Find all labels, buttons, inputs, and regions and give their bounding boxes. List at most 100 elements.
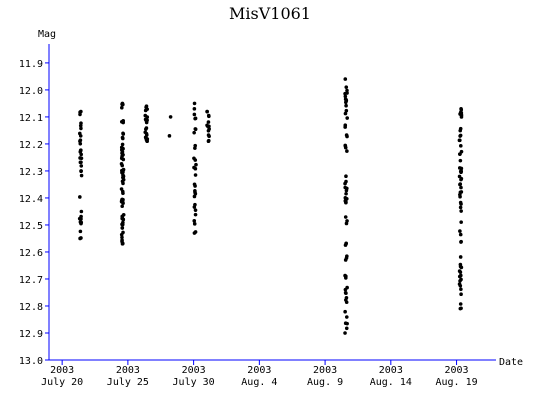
data-point: [78, 138, 83, 142]
data-point: [120, 238, 124, 243]
data-point: [120, 197, 124, 202]
data-point: [120, 204, 124, 209]
x-tick-label: July 30: [173, 377, 215, 388]
y-tick-label: 12.1: [19, 113, 43, 124]
data-point: [343, 196, 348, 200]
data-point: [120, 189, 125, 194]
data-point: [120, 222, 124, 226]
data-point: [343, 290, 348, 295]
data-point: [458, 182, 463, 186]
data-point: [344, 326, 349, 331]
data-point: [120, 235, 124, 240]
data-point: [120, 142, 125, 147]
data-point: [345, 149, 349, 153]
data-point: [343, 145, 348, 150]
data-point: [459, 287, 463, 292]
data-point: [343, 94, 348, 99]
data-point: [344, 100, 348, 105]
data-point: [458, 302, 463, 306]
data-point: [457, 269, 462, 273]
data-point: [120, 216, 124, 221]
data-point: [79, 209, 84, 214]
x-tick-year: 2003: [182, 365, 206, 376]
data-point: [79, 156, 84, 161]
data-point: [343, 77, 348, 81]
data-point: [458, 229, 462, 233]
data-point: [143, 117, 148, 122]
data-point: [459, 220, 463, 224]
x-tick-label: July 25: [107, 377, 149, 388]
data-point: [459, 277, 463, 282]
data-point: [458, 138, 462, 143]
data-point: [458, 152, 462, 156]
y-tick-label: 12.2: [19, 140, 43, 151]
data-point: [457, 282, 462, 286]
y-tick-label: 12.7: [19, 275, 43, 286]
data-point: [345, 134, 349, 139]
data-point: [120, 170, 125, 175]
data-point: [345, 88, 349, 93]
data-point: [193, 190, 197, 195]
data-point: [143, 113, 148, 118]
data-point: [120, 150, 125, 154]
data-point: [144, 120, 149, 125]
x-tick-year: 2003: [445, 365, 469, 376]
data-point: [78, 141, 83, 146]
data-point: [121, 181, 125, 186]
data-point: [79, 126, 83, 131]
data-point: [205, 123, 209, 128]
data-point: [120, 226, 125, 230]
data-point: [194, 162, 198, 167]
x-tick-year: 2003: [116, 365, 140, 376]
data-point: [458, 144, 463, 148]
y-tick-label: 11.9: [19, 59, 43, 70]
data-point: [458, 158, 463, 163]
data-point: [459, 185, 463, 190]
data-point: [121, 102, 125, 107]
data-point: [459, 265, 464, 270]
data-point: [78, 229, 83, 234]
data-point: [459, 111, 464, 115]
data-point: [458, 262, 463, 267]
data-point: [193, 127, 198, 131]
data-point: [458, 128, 463, 133]
data-point: [206, 139, 211, 144]
data-point: [145, 139, 149, 144]
data-point: [192, 219, 197, 223]
data-point: [343, 258, 348, 262]
data-point: [192, 156, 196, 161]
y-tick-label: 13.0: [19, 356, 43, 367]
data-points: [77, 77, 464, 335]
data-point: [192, 231, 197, 235]
data-point: [192, 101, 197, 106]
data-point: [121, 152, 125, 157]
data-point: [459, 169, 464, 174]
x-tick-year: 2003: [50, 365, 74, 376]
data-point: [167, 134, 172, 138]
data-point: [78, 131, 82, 136]
y-tick-label: 12.3: [19, 167, 43, 178]
data-point: [344, 200, 348, 205]
data-point: [119, 156, 124, 160]
data-point: [192, 182, 197, 187]
data-point: [344, 108, 349, 113]
data-point: [193, 166, 198, 171]
data-point: [344, 315, 349, 319]
data-point: [192, 205, 197, 209]
data-point: [143, 108, 148, 113]
y-tick-label: 12.0: [19, 86, 43, 97]
data-point: [79, 169, 83, 173]
y-tick-label: 12.5: [19, 221, 43, 232]
y-axis-label: Mag: [38, 29, 56, 40]
chart-title: MisV1061: [229, 4, 311, 23]
data-point: [79, 173, 84, 178]
data-point: [78, 110, 82, 115]
data-point: [193, 116, 197, 121]
data-point: [120, 105, 124, 110]
data-point: [78, 148, 83, 153]
data-point: [345, 254, 349, 258]
data-point: [457, 274, 462, 279]
x-tick-year: 2003: [379, 365, 403, 376]
